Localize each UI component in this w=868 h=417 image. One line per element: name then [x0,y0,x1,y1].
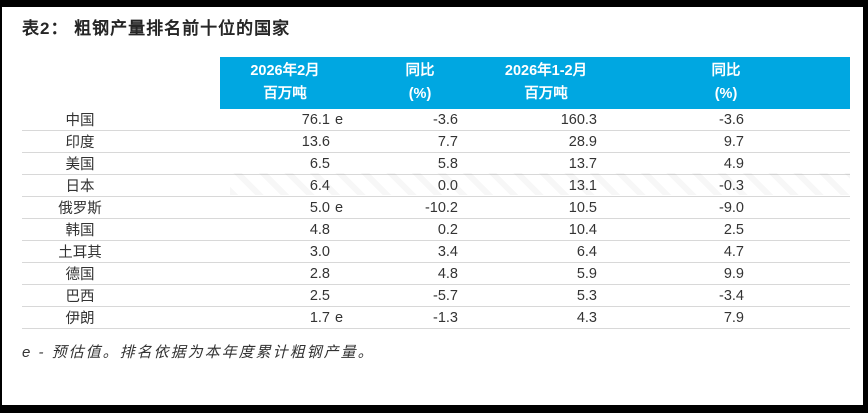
cell-country: 俄罗斯 [22,196,220,219]
cell-feb-value: 5.0 e [220,196,350,219]
column-header-line1: 同比 [405,62,435,79]
cell-yoy-feb: -3.6 [350,109,490,131]
cell-country: 日本 [22,174,220,197]
column-header-line2: (%) [408,85,432,102]
column-header-line1: 2026年1-2月 [504,62,588,79]
table-row: 伊朗 1.7 e -1.3 4.3 7.9 [22,306,850,329]
cell-yoy-janfeb: -3.4 [602,284,850,307]
cell-janfeb-value: 13.1 [490,174,602,197]
feb-number: 76.1 [301,111,330,128]
cell-feb-value: 2.8 [220,262,350,285]
feb-number: 6.5 [309,155,330,172]
table-row: 韩国 4.8 0.2 10.4 2.5 [22,218,850,241]
cell-janfeb-value: 160.3 [490,109,602,131]
estimate-flag: e [335,309,344,326]
cell-yoy-feb: 3.4 [350,240,490,263]
table-body: 中国 76.1 e -3.6 160.3 -3.6 印度 13.6 7.7 28.9 9.7 美国 6.… [22,109,850,329]
cell-yoy-janfeb: -3.6 [602,109,850,131]
cell-janfeb-value: 13.7 [490,152,602,175]
table-row: 德国 2.8 4.8 5.9 9.9 [22,262,850,285]
cell-feb-value: 3.0 [220,240,350,263]
table-row: 巴西 2.5 -5.7 5.3 -3.4 [22,284,850,307]
frame-border-right [863,0,868,413]
cell-yoy-janfeb: -9.0 [602,196,850,219]
feb-number: 4.8 [309,221,330,238]
cell-country: 中国 [22,109,220,131]
cell-feb-value: 76.1 e [220,109,350,131]
table-row: 中国 76.1 e -3.6 160.3 -3.6 [22,109,850,131]
estimate-flag: e [335,111,344,128]
cell-country: 土耳其 [22,240,220,263]
cell-janfeb-value: 10.5 [490,196,602,219]
cell-janfeb-value: 5.3 [490,284,602,307]
column-header-feb: 2026年2月 百万吨 [220,57,350,109]
column-header-line1: 同比 [711,62,741,79]
table-row: 俄罗斯 5.0 e -10.2 10.5 -9.0 [22,196,850,219]
column-header-yoy-janfeb: 同比 (%) [602,57,850,109]
feb-number: 6.4 [309,177,330,194]
cell-country: 韩国 [22,218,220,241]
feb-number: 2.5 [309,287,330,304]
footnote: e - 预估值。排名依据为本年度累计粗钢产量。 [22,344,375,361]
cell-yoy-feb: -5.7 [350,284,490,307]
cell-yoy-feb: 0.0 [350,174,490,197]
cell-yoy-janfeb: 4.7 [602,240,850,263]
feb-number: 1.7 [309,309,330,326]
frame-border-top [0,0,868,7]
cell-janfeb-value: 6.4 [490,240,602,263]
column-header-line2: (%) [714,85,738,102]
cell-janfeb-value: 5.9 [490,262,602,285]
cell-country: 美国 [22,152,220,175]
feb-number: 3.0 [309,243,330,260]
cell-feb-value: 13.6 [220,130,350,153]
cell-country: 巴西 [22,284,220,307]
cell-yoy-janfeb: -0.3 [602,174,850,197]
table-row: 印度 13.6 7.7 28.9 9.7 [22,130,850,153]
table-row: 日本 6.4 0.0 13.1 -0.3 [22,174,850,197]
cell-yoy-janfeb: 9.7 [602,130,850,153]
table-title: 表2： 粗钢产量排名前十位的国家 [22,19,291,38]
cell-feb-value: 4.8 [220,218,350,241]
cell-yoy-feb: -10.2 [350,196,490,219]
feb-number: 2.8 [309,265,330,282]
cell-janfeb-value: 28.9 [490,130,602,153]
cell-janfeb-value: 4.3 [490,306,602,329]
cell-yoy-feb: 4.8 [350,262,490,285]
column-header-line2: 百万吨 [263,85,307,102]
header-row: 2026年2月 百万吨 同比 (%) 2026年1-2月 百万吨 同比 (%) [22,57,850,109]
column-header-country [22,57,220,109]
column-header-line2: 百万吨 [524,85,568,102]
feb-number: 5.0 [309,199,330,216]
column-header-line1: 2026年2月 [250,62,320,79]
feb-number: 13.6 [301,133,330,150]
cell-janfeb-value: 10.4 [490,218,602,241]
frame-border-bottom [0,405,868,413]
table-row: 土耳其 3.0 3.4 6.4 4.7 [22,240,850,263]
cell-yoy-janfeb: 2.5 [602,218,850,241]
cell-yoy-janfeb: 4.9 [602,152,850,175]
cell-yoy-janfeb: 7.9 [602,306,850,329]
cell-country: 伊朗 [22,306,220,329]
cell-yoy-feb: 0.2 [350,218,490,241]
steel-production-table: 2026年2月 百万吨 同比 (%) 2026年1-2月 百万吨 同比 (%) [22,57,850,329]
column-header-yoy-feb: 同比 (%) [350,57,490,109]
cell-feb-value: 6.5 [220,152,350,175]
frame-border-left [0,0,2,413]
cell-yoy-feb: -1.3 [350,306,490,329]
table-row: 美国 6.5 5.8 13.7 4.9 [22,152,850,175]
estimate-flag: e [335,199,344,216]
cell-feb-value: 1.7 e [220,306,350,329]
cell-yoy-janfeb: 9.9 [602,262,850,285]
cell-country: 德国 [22,262,220,285]
column-header-janfeb: 2026年1-2月 百万吨 [490,57,602,109]
cell-country: 印度 [22,130,220,153]
cell-yoy-feb: 5.8 [350,152,490,175]
cell-feb-value: 6.4 [220,174,350,197]
cell-feb-value: 2.5 [220,284,350,307]
cell-yoy-feb: 7.7 [350,130,490,153]
